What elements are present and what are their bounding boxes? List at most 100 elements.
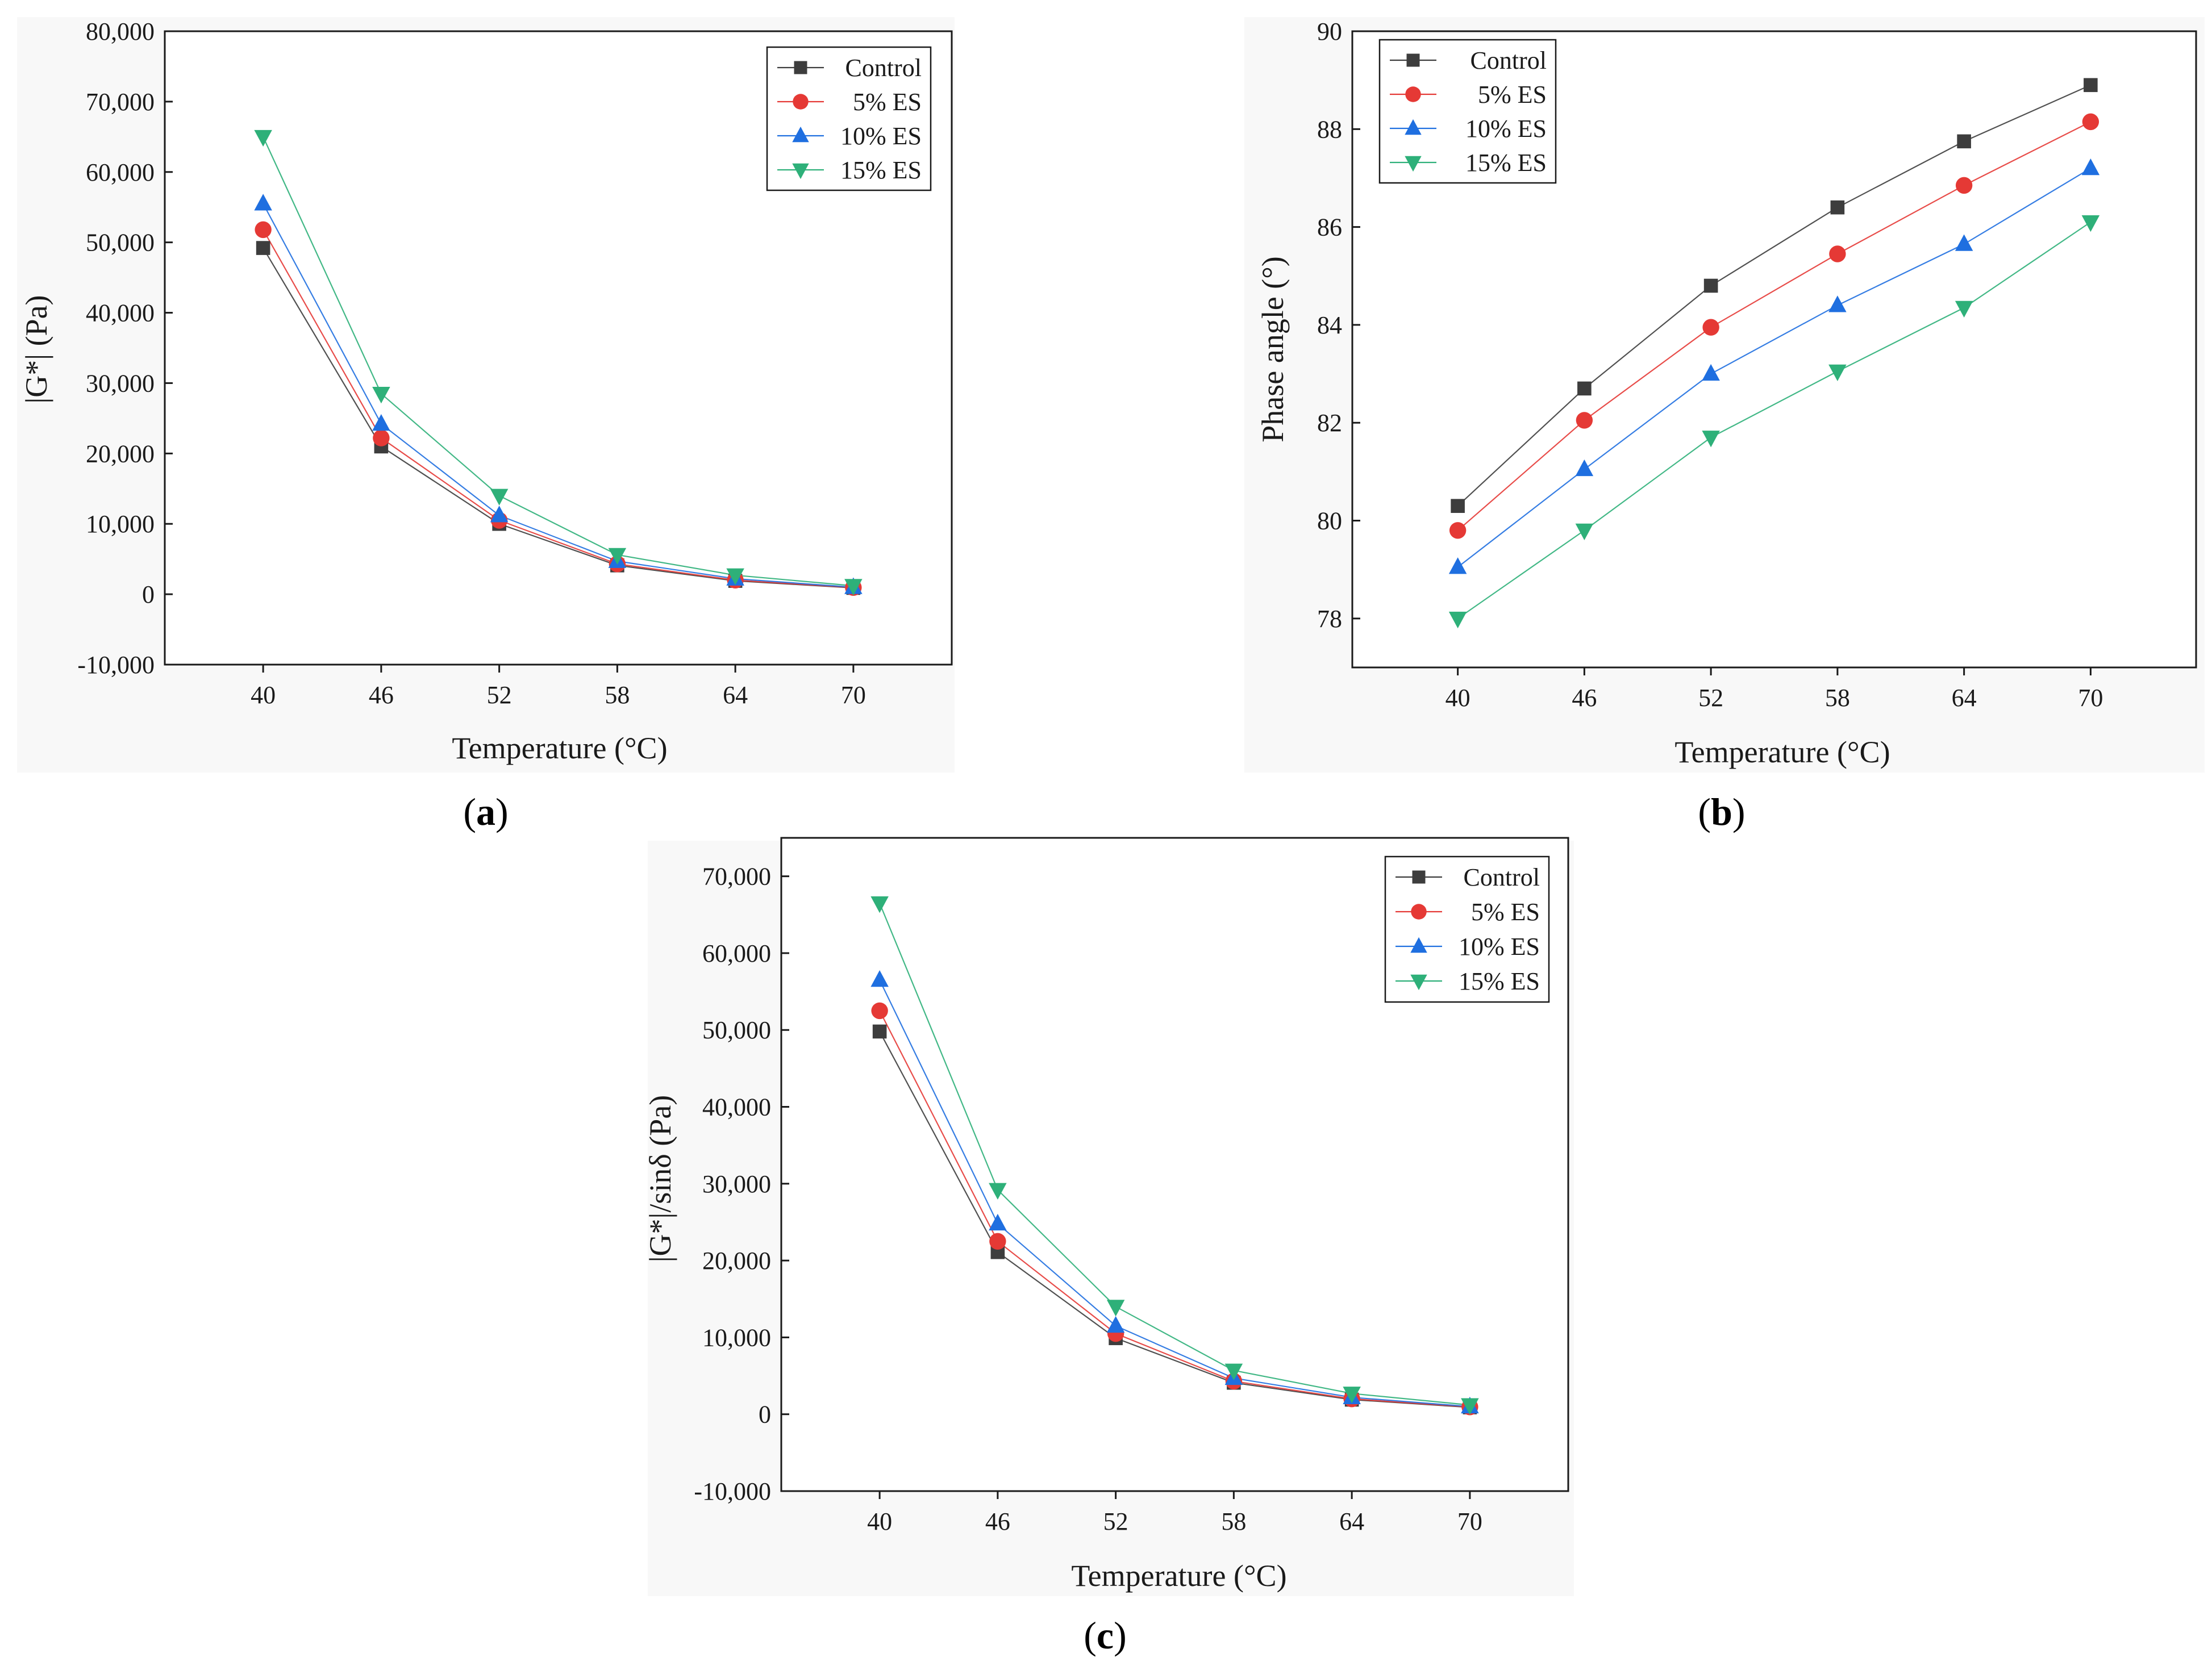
data-point-b	[1451, 499, 1465, 513]
y-tick-label-b: 88	[1317, 115, 1342, 143]
panel-label-a-close: )	[495, 790, 509, 833]
x-tick-label-c: 70	[1457, 1508, 1482, 1535]
data-point-a	[254, 194, 272, 211]
y-tick-label-a: 20,000	[86, 440, 155, 467]
y-tick-label-c: 40,000	[702, 1093, 771, 1121]
x-tick-label-c: 40	[867, 1508, 892, 1535]
chart-panel-b: 78 80 82 84 86 88 90 40 46 52 58 64 70 Control 5% ES 10…	[1244, 17, 2205, 833]
x-tick-label-b: 46	[1572, 684, 1597, 712]
y-tick-label-b: 90	[1317, 18, 1342, 45]
y-tick-label-c: 30,000	[702, 1170, 771, 1198]
data-point-a	[726, 568, 744, 585]
data-point-b	[1575, 523, 1594, 541]
y-tick-label-c: 20,000	[702, 1247, 771, 1275]
legend-label-c: Control	[1464, 863, 1540, 891]
legend-marker-c	[1410, 937, 1427, 953]
y-tick-label-a: 0	[142, 581, 155, 608]
x-tick-label-c: 64	[1339, 1508, 1364, 1535]
data-point-b	[1957, 134, 1971, 149]
y-tick-label-b: 82	[1317, 409, 1342, 437]
data-point-c	[1343, 1387, 1361, 1404]
legend-marker-c	[1410, 974, 1427, 991]
data-point-a	[490, 489, 509, 506]
data-point-c	[870, 896, 889, 913]
data-point-b	[2081, 158, 2100, 176]
x-tick-label-c: 46	[985, 1508, 1010, 1535]
data-point-a	[372, 387, 390, 404]
y-tick-label-b: 80	[1317, 507, 1342, 535]
data-point-b	[1576, 412, 1593, 429]
legend-marker-a	[794, 61, 807, 74]
series-line-b	[1457, 121, 2091, 531]
x-axis-title-a: Temperature (°C)	[452, 731, 667, 765]
data-point-c	[989, 1183, 1007, 1200]
legend-marker-b	[1405, 86, 1421, 102]
data-point-a	[608, 548, 627, 565]
legend-marker-a	[793, 94, 809, 110]
series-line-a	[263, 248, 853, 589]
panel-label-a-open: (	[463, 790, 476, 833]
x-tick-label-b: 70	[2078, 684, 2103, 712]
data-point-c	[1224, 1363, 1243, 1380]
x-tick-label-b: 52	[1698, 684, 1723, 712]
data-point-a	[254, 130, 272, 147]
y-tick-label-a: 70,000	[86, 88, 155, 116]
data-point-b	[2082, 113, 2099, 131]
x-tick-label-b: 40	[1445, 684, 1470, 712]
y-tick-label-a: 80,000	[86, 18, 155, 45]
panel-label-c: (c)	[1084, 1614, 1127, 1657]
legend-marker-b	[1405, 156, 1422, 172]
legend-label-a: Control	[845, 54, 922, 82]
data-point-a	[490, 506, 509, 523]
y-tick-label-a: -10,000	[77, 651, 155, 679]
data-point-b	[1955, 300, 1973, 318]
series-line-b	[1457, 168, 2091, 568]
panel-label-c-letter: c	[1097, 1614, 1114, 1657]
legend-marker-c	[1411, 904, 1427, 920]
data-point-c	[1106, 1300, 1125, 1317]
data-point-b	[1448, 611, 1467, 629]
data-point-c	[989, 1213, 1007, 1231]
y-tick-label-c: 10,000	[702, 1324, 771, 1351]
panel-label-c-open: (	[1084, 1614, 1097, 1657]
chart-panel-a: -10,000 0 10,000 20,000 30,000 40,000 50,000 60…	[17, 17, 955, 833]
y-axis-title-a: |G*| (Pa)	[19, 295, 53, 403]
legend-c: Control 5% ES 10% ES 15% ES	[1384, 855, 1550, 1003]
y-tick-label-c: 70,000	[702, 863, 771, 891]
panel-label-b-open: (	[1698, 790, 1711, 833]
data-point-a	[844, 579, 863, 596]
legend-marker-c	[1412, 870, 1426, 884]
x-tick-label-a: 40	[251, 681, 276, 709]
chart-panel-c: -10,000 0 10,000 20,000 30,000 40,000 50,000 60…	[643, 837, 1574, 1657]
data-point-b	[1449, 522, 1467, 539]
data-point-a	[372, 414, 390, 431]
y-tick-label-b: 86	[1317, 214, 1342, 241]
y-tick-label-c: -10,000	[694, 1477, 771, 1505]
legend-marker-a	[792, 126, 809, 143]
data-point-b	[1955, 177, 1973, 194]
x-tick-label-a: 58	[605, 681, 630, 709]
series-line-a	[263, 136, 853, 587]
data-point-a	[255, 221, 272, 239]
panel-label-c-close: )	[1114, 1614, 1127, 1657]
legend-label-c: 5% ES	[1471, 898, 1540, 926]
legend-b: Control 5% ES 10% ES 15% ES	[1378, 39, 1557, 184]
data-point-c	[1461, 1398, 1479, 1415]
y-tick-label-a: 10,000	[86, 510, 155, 538]
data-point-b	[2081, 215, 2100, 232]
series-line-b	[1457, 222, 2091, 619]
data-point-b	[1702, 319, 1719, 336]
legend-marker-b	[1405, 119, 1422, 135]
plot-area-c: -10,000 0 10,000 20,000 30,000 40,000 50,000 60…	[694, 837, 1569, 1535]
legend-label-a: 5% ES	[853, 88, 922, 116]
data-point-b	[1702, 431, 1720, 448]
y-tick-label-b: 78	[1317, 605, 1342, 633]
y-axis-title-b: Phase angle (°)	[1256, 256, 1290, 442]
legend-label-b: 5% ES	[1478, 81, 1547, 108]
legend-label-b: Control	[1470, 47, 1547, 74]
panel-label-a: (a)	[463, 790, 508, 833]
y-tick-label-a: 40,000	[86, 299, 155, 327]
series-line-c	[879, 903, 1470, 1406]
x-axis-title-b: Temperature (°C)	[1674, 735, 1890, 769]
